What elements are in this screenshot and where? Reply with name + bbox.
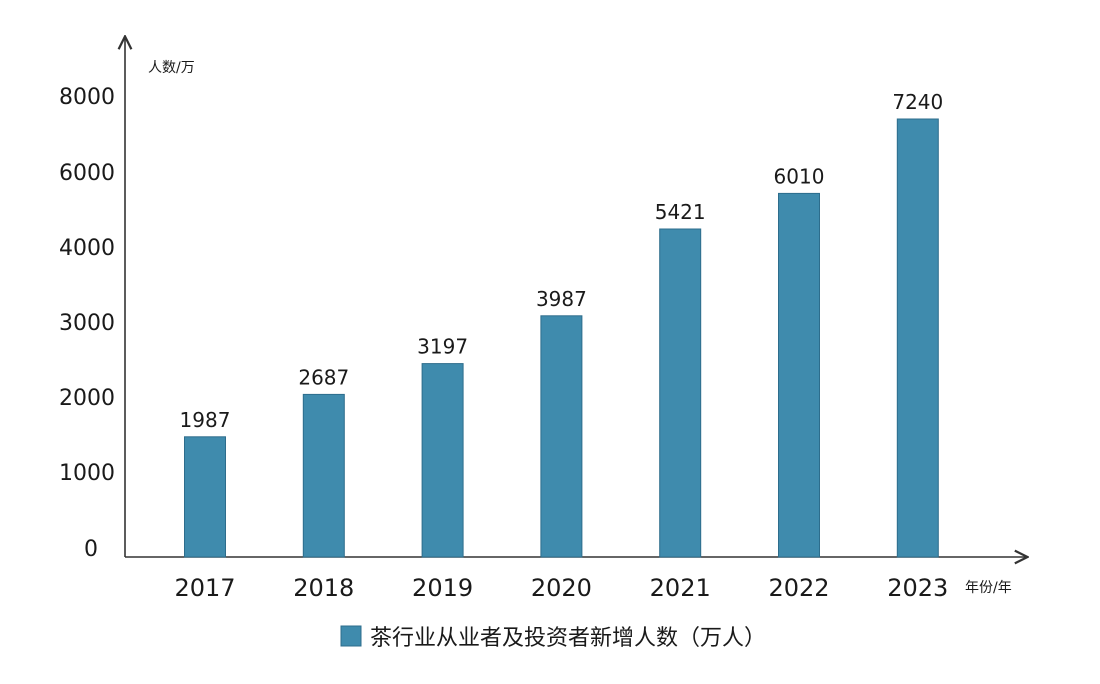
legend-label: 茶行业从业者及投资者新增人数（万人）: [370, 626, 766, 651]
data-label-2021: 5421: [655, 200, 706, 224]
y-tick-label: 0: [84, 537, 98, 562]
y-tick-label: 2000: [59, 386, 115, 411]
bar-2021: [659, 228, 702, 558]
category-label-2018: 2018: [293, 574, 354, 602]
y-tick-label: 4000: [59, 236, 115, 261]
y-axis-title: 人数/万: [148, 60, 195, 76]
legend: 茶行业从业者及投资者新增人数（万人）: [340, 625, 766, 651]
category-label-2020: 2020: [531, 574, 592, 602]
data-labels: 1987 2687 3197 3987 5421 6010 7240: [180, 90, 944, 432]
y-tick-label: 3000: [59, 311, 115, 336]
y-tick-labels: 0 1000 2000 3000 4000 6000 8000: [59, 85, 115, 562]
data-label-2020: 3987: [536, 287, 587, 311]
y-tick-label: 6000: [59, 161, 115, 186]
category-label-2021: 2021: [650, 574, 711, 602]
bar-2022: [778, 192, 820, 558]
category-labels: 2017 2018 2019 2020 2021 2022 2023: [174, 574, 948, 602]
bar-2020: [540, 315, 583, 558]
data-label-2019: 3197: [417, 335, 468, 359]
data-label-2022: 6010: [774, 164, 825, 188]
category-label-2019: 2019: [412, 574, 473, 602]
y-tick-label: 8000: [59, 85, 115, 110]
x-axis-title: 年份/年: [965, 580, 1012, 596]
data-label-2023: 7240: [892, 90, 943, 114]
bar-2018: [302, 393, 345, 558]
bar-2017: [184, 436, 226, 558]
category-label-2017: 2017: [174, 574, 235, 602]
bar-2023: [896, 118, 939, 558]
legend-swatch: [340, 625, 362, 647]
category-label-2022: 2022: [768, 574, 829, 602]
bars: [184, 118, 939, 558]
bar-2019: [421, 363, 464, 558]
y-tick-label: 1000: [59, 461, 115, 486]
category-label-2023: 2023: [887, 574, 948, 602]
data-label-2017: 1987: [180, 408, 231, 432]
data-label-2018: 2687: [298, 365, 349, 389]
